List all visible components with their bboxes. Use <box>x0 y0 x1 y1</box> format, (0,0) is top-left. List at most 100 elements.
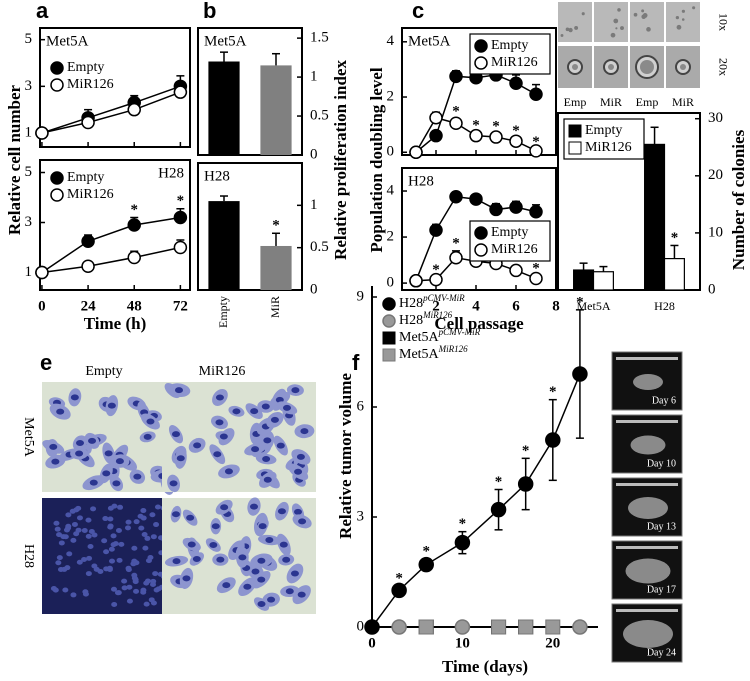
legend-name: MiR126 <box>491 55 538 70</box>
y-tick-label: 0 <box>708 281 716 297</box>
nucleus <box>298 518 307 525</box>
marker <box>391 582 407 599</box>
bar <box>573 269 595 291</box>
nucleus <box>121 578 128 584</box>
marker <box>449 69 463 84</box>
nucleus <box>111 601 118 607</box>
nucleus <box>279 541 288 548</box>
magnification-label: 10x <box>716 13 730 31</box>
skin-line <box>616 420 678 423</box>
x-tick-label: 10 <box>455 635 470 651</box>
plot-frame <box>197 27 303 156</box>
marker <box>429 128 443 143</box>
nucleus <box>282 556 291 563</box>
y-axis-label: Number of colonies <box>729 129 748 270</box>
legend-label: MiR126 <box>67 77 114 92</box>
marker <box>517 476 534 492</box>
nucleus <box>294 468 303 475</box>
nucleus <box>146 418 155 425</box>
marker <box>418 556 434 573</box>
day-label: Day 6 <box>652 395 676 406</box>
nucleus <box>224 468 233 475</box>
nucleus <box>116 557 123 563</box>
y-tick-label: 3 <box>25 214 33 230</box>
nucleus <box>53 520 60 526</box>
nucleus <box>82 591 89 597</box>
marker <box>529 87 543 102</box>
x-tick-label: MiR <box>268 296 282 318</box>
series-line <box>41 246 181 274</box>
nucleus <box>140 589 147 595</box>
legend-label: Empty <box>67 60 104 75</box>
legend-label: MiR126 <box>491 55 538 70</box>
nucleus <box>73 531 80 537</box>
nucleus <box>108 546 115 552</box>
marker <box>529 271 543 286</box>
tumor <box>623 620 673 648</box>
chart-title: Met5A <box>204 33 247 49</box>
marker <box>409 274 423 288</box>
nucleus <box>56 555 63 561</box>
micrograph <box>162 382 316 492</box>
chart-title: H28 <box>204 168 230 184</box>
legend-marker <box>50 78 64 92</box>
legend-label: H28pCMV-MiR <box>399 293 465 311</box>
significance-mark: * <box>576 294 584 310</box>
nucleus <box>144 535 151 541</box>
legend-label: Empty <box>67 170 104 185</box>
nucleus <box>50 586 57 592</box>
nucleus <box>152 571 159 577</box>
nucleus <box>64 565 71 571</box>
speck <box>675 16 680 20</box>
tumor <box>633 374 663 390</box>
legend-marker <box>382 314 396 328</box>
nucleus <box>57 567 64 573</box>
chart-title: H28 <box>158 165 184 181</box>
y-tick-label: 0.5 <box>310 107 329 123</box>
y-tick-label: 2 <box>387 88 395 104</box>
nucleus <box>263 437 272 444</box>
micrograph <box>630 2 664 42</box>
x-tick-label: Empty <box>216 296 230 328</box>
tumor <box>625 558 671 584</box>
legend-name: Met5A <box>399 330 440 345</box>
chart-title: H28 <box>408 173 434 189</box>
legend-marker <box>382 297 396 311</box>
nucleus <box>87 544 94 550</box>
nucleus <box>300 428 309 435</box>
skin-line <box>616 357 678 360</box>
legend-label: Met5ApCMV-MiR <box>399 327 481 345</box>
x-tick-label: 6 <box>512 298 520 314</box>
nucleus <box>81 528 88 534</box>
marker <box>509 200 523 214</box>
nucleus <box>251 446 260 453</box>
bar <box>260 65 292 155</box>
plot-frame <box>401 167 557 291</box>
y-tick-label: 0 <box>310 146 318 162</box>
legend-label: MiR126 <box>585 140 632 155</box>
nucleus <box>104 450 113 457</box>
x-tick-label: 24 <box>81 298 97 314</box>
nucleus <box>150 581 157 587</box>
column-label: MiR <box>672 95 694 109</box>
marker <box>429 223 443 237</box>
marker <box>509 263 523 278</box>
marker <box>127 250 141 265</box>
column-label: MiR <box>600 95 622 109</box>
nucleus <box>297 591 306 598</box>
nucleus <box>148 597 155 603</box>
legend-name: MiR126 <box>585 140 632 155</box>
significance-mark: * <box>522 443 530 459</box>
legend-swatch <box>568 141 582 155</box>
nucleus <box>102 516 109 522</box>
colony-core <box>680 64 686 70</box>
nucleus <box>65 512 72 518</box>
legend-marker <box>474 243 488 257</box>
y-tick-label: 0 <box>357 618 365 634</box>
significance-mark: * <box>671 230 679 246</box>
nucleus <box>109 558 116 564</box>
nucleus <box>133 588 140 594</box>
nucleus <box>293 508 302 515</box>
nucleus <box>251 568 260 575</box>
nucleus <box>112 480 121 487</box>
